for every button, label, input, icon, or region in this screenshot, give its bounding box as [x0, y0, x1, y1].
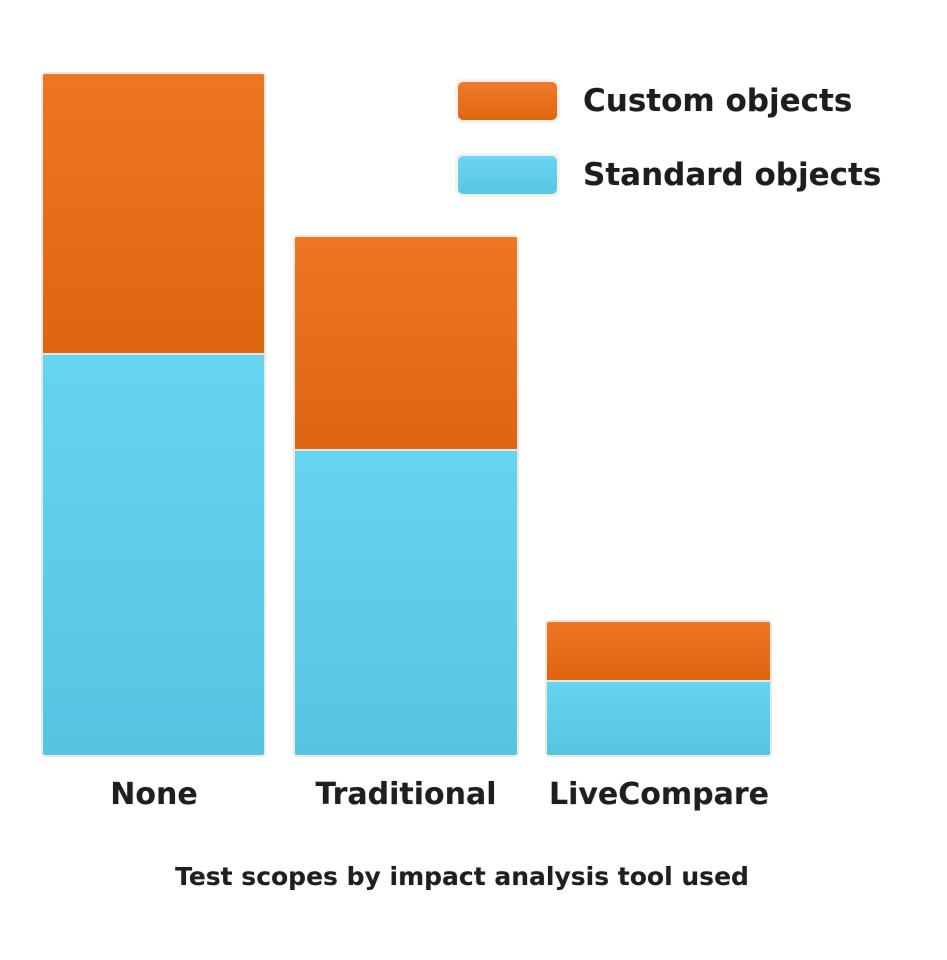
- legend: Custom objects Standard objects: [458, 82, 881, 194]
- bar-livecompare-standard-segment: [547, 680, 770, 755]
- custom-objects-swatch: [458, 82, 557, 120]
- bar-traditional-standard-segment: [295, 448, 517, 755]
- category-label-livecompare: LiveCompare: [548, 777, 770, 812]
- bar-none-custom-segment: [43, 74, 264, 354]
- standard-objects-swatch: [458, 156, 557, 194]
- bar-none: [41, 72, 266, 757]
- chart-title: Test scopes by impact analysis tool used: [175, 862, 749, 891]
- bar-livecompare: [545, 620, 772, 757]
- bar-traditional-custom-segment: [295, 237, 517, 449]
- bar-traditional: [293, 235, 519, 757]
- category-label-traditional: Traditional: [315, 777, 497, 812]
- bar-none-standard-segment: [43, 353, 264, 755]
- legend-label-standard-objects: Standard objects: [583, 157, 882, 193]
- legend-item-custom-objects: Custom objects: [458, 82, 881, 120]
- category-label-none: None: [110, 777, 198, 812]
- legend-label-custom-objects: Custom objects: [583, 83, 853, 119]
- bar-livecompare-custom-segment: [547, 622, 770, 681]
- legend-item-standard-objects: Standard objects: [458, 156, 881, 194]
